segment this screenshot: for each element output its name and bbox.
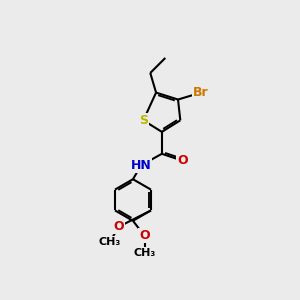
Text: O: O	[177, 154, 188, 167]
Text: S: S	[139, 114, 148, 127]
Text: CH₃: CH₃	[99, 237, 121, 247]
Text: CH₃: CH₃	[134, 248, 156, 258]
Text: O: O	[139, 229, 150, 242]
Text: O: O	[114, 220, 124, 233]
Text: Br: Br	[193, 86, 209, 99]
Text: HN: HN	[131, 159, 152, 172]
